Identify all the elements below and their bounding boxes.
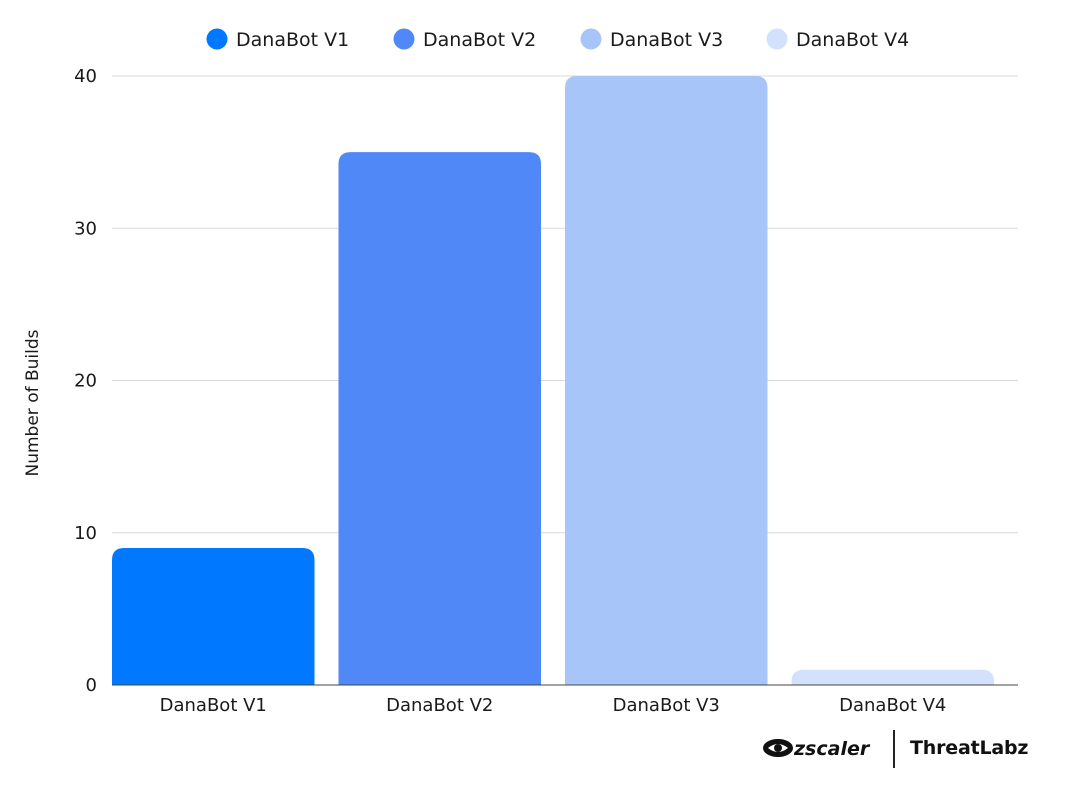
bar-4 (791, 669, 994, 685)
x-tick-label: DanaBot V3 (613, 695, 720, 716)
legend-label: DanaBot V2 (423, 29, 536, 51)
y-tick-label: 10 (74, 523, 97, 544)
y-axis-label: Number of Builds (23, 329, 43, 476)
legend-label: DanaBot V3 (610, 29, 723, 51)
y-tick-label: 30 (74, 218, 97, 239)
x-tick-label: DanaBot V1 (160, 695, 267, 716)
legend-swatch (580, 28, 602, 50)
legend-item: DanaBot V2 (393, 28, 536, 51)
legend-swatch (206, 28, 228, 50)
zscaler-logo: zscaler (763, 738, 871, 760)
y-axis-ticks: 0 10 20 30 40 (74, 66, 97, 696)
y-tick-label: 0 (86, 675, 97, 696)
x-axis-ticks: DanaBot V1 DanaBot V2 DanaBot V3 DanaBot V4 (160, 695, 947, 716)
chart-legend: DanaBot V1 DanaBot V2 DanaBot V3 DanaBot V4 (206, 28, 909, 51)
bar-1 (112, 547, 315, 685)
legend-swatch (393, 28, 415, 50)
logo-separator (893, 730, 895, 768)
threatlabz-logo: ThreatLabz (910, 737, 1029, 759)
x-tick-label: DanaBot V2 (386, 695, 493, 716)
zscaler-wordmark: zscaler (793, 738, 871, 760)
x-tick-label: DanaBot V4 (839, 695, 946, 716)
y-tick-label: 40 (74, 66, 97, 87)
chart-bars (112, 76, 994, 685)
y-tick-label: 20 (74, 371, 97, 392)
legend-label: DanaBot V1 (236, 29, 349, 51)
legend-item: DanaBot V1 (206, 28, 349, 51)
legend-item: DanaBot V3 (580, 28, 723, 51)
legend-item: DanaBot V4 (766, 28, 909, 51)
bar-2 (338, 152, 541, 685)
branding-logos: zscaler ThreatLabz (762, 728, 1042, 772)
legend-label: DanaBot V4 (796, 29, 909, 51)
legend-swatch (766, 28, 788, 50)
bar-3 (565, 76, 768, 685)
